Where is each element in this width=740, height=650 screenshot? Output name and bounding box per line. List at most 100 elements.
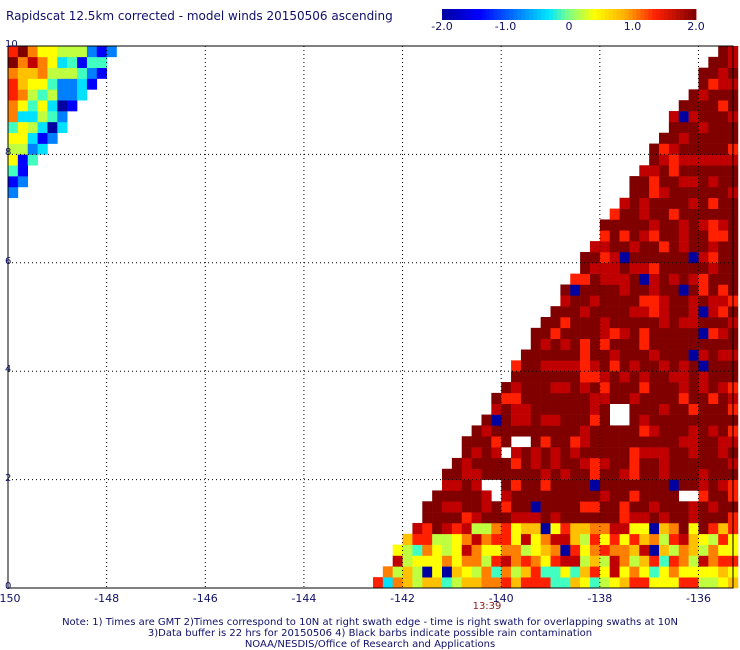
heatmap-cell: [47, 78, 58, 90]
heatmap-cell: [501, 382, 512, 394]
heatmap-cell: [432, 566, 443, 578]
heatmap-cell: [560, 371, 571, 383]
heatmap-cell: [580, 468, 591, 480]
heatmap-cell: [659, 414, 670, 426]
colorbar-segment: [477, 9, 483, 20]
heatmap-cell: [639, 414, 650, 426]
heatmap-cell: [599, 403, 610, 415]
heatmap-cell: [639, 577, 650, 589]
heatmap-cell: [442, 501, 453, 513]
heatmap-cell: [461, 544, 472, 556]
heatmap-cell: [668, 555, 680, 567]
colorbar-segment: [596, 9, 602, 20]
heatmap-cell: [659, 555, 670, 567]
heatmap-cell: [668, 295, 680, 307]
heatmap-cell: [609, 273, 620, 285]
heatmap-cell: [501, 436, 512, 448]
heatmap-cell: [718, 186, 729, 199]
heatmap-cell: [540, 566, 551, 578]
heatmap-cell: [520, 425, 532, 437]
heatmap-cell: [442, 533, 453, 545]
heatmap-cell: [659, 230, 670, 242]
heatmap-cell: [27, 132, 38, 144]
heatmap-cell: [442, 566, 453, 578]
heatmap-cell: [57, 111, 68, 123]
heatmap-cell: [659, 241, 670, 253]
heatmap-cell: [619, 544, 630, 556]
heatmap-cell: [678, 111, 689, 123]
heatmap-cell: [17, 121, 29, 134]
heatmap-cell: [708, 197, 719, 209]
heatmap-cell: [698, 317, 709, 329]
heatmap-cell: [451, 577, 463, 589]
heatmap-cell: [688, 262, 699, 274]
heatmap-cell: [599, 306, 610, 318]
heatmap-cell: [589, 392, 601, 405]
heatmap-cell: [698, 154, 709, 166]
heatmap-cell: [491, 468, 502, 480]
heatmap-cell: [442, 490, 453, 502]
heatmap-cell: [649, 371, 660, 383]
heatmap-cell: [422, 566, 433, 578]
colorbar-segment: [668, 9, 673, 20]
heatmap-cell: [639, 241, 650, 253]
heatmap-cell: [649, 447, 660, 459]
heatmap-cell: [668, 512, 680, 524]
heatmap-cell: [668, 382, 680, 394]
heatmap-cell: [501, 566, 512, 578]
heatmap-cell: [570, 566, 581, 578]
heatmap-cell: [659, 208, 670, 220]
colorbar-segment: [549, 9, 554, 20]
heatmap-cell: [589, 544, 601, 556]
heatmap-cell: [27, 111, 38, 123]
heatmap-cell: [540, 360, 551, 372]
heatmap-cell: [481, 566, 492, 578]
heatmap-cell: [688, 555, 699, 567]
heatmap-cell: [491, 425, 502, 437]
heatmap-cell: [599, 577, 610, 589]
heatmap-cell: [718, 414, 729, 426]
colorbar-label: 2.0: [687, 20, 705, 33]
heatmap-cell: [678, 306, 689, 318]
x-tick-label: -148: [94, 592, 120, 605]
heatmap-cell: [550, 533, 561, 545]
heatmap-cell: [8, 154, 19, 166]
heatmap-cell: [47, 46, 58, 58]
colorbar-segment: [521, 9, 526, 20]
heatmap-cell: [530, 479, 541, 491]
colorbar-segment: [545, 9, 550, 20]
heatmap-cell: [708, 436, 719, 448]
heatmap-cell: [688, 479, 699, 491]
heatmap-cell: [540, 371, 551, 383]
heatmap-cell: [550, 522, 561, 535]
heatmap-cell: [580, 327, 591, 339]
heatmap-cell: [451, 479, 463, 491]
heatmap-cell: [688, 457, 699, 470]
heatmap-cell: [589, 457, 601, 470]
heatmap-cell: [589, 447, 601, 459]
heatmap-cell: [619, 468, 630, 480]
heatmap-cell: [619, 501, 630, 513]
heatmap-cell: [708, 479, 719, 491]
heatmap-cell: [540, 490, 551, 502]
heatmap-cell: [422, 501, 433, 513]
colorbar-segment: [600, 9, 606, 20]
heatmap-cell: [47, 89, 58, 101]
colorbar-segment: [628, 9, 633, 20]
heatmap-cell: [649, 533, 660, 545]
heatmap-cell: [718, 392, 729, 405]
heatmap-cell: [580, 251, 591, 264]
heatmap-cell: [570, 317, 581, 329]
heatmap-cell: [698, 89, 709, 101]
heatmap-cell: [550, 425, 561, 437]
heatmap-cell: [649, 512, 660, 524]
heatmap-cell: [659, 522, 670, 535]
heatmap-cell: [668, 349, 680, 361]
heatmap-cell: [471, 425, 482, 437]
heatmap-cell: [589, 414, 601, 426]
colorbar-segment: [584, 9, 590, 20]
colorbar-segment: [608, 9, 614, 20]
heatmap-cell: [550, 447, 561, 459]
colorbar-segment: [640, 9, 645, 20]
